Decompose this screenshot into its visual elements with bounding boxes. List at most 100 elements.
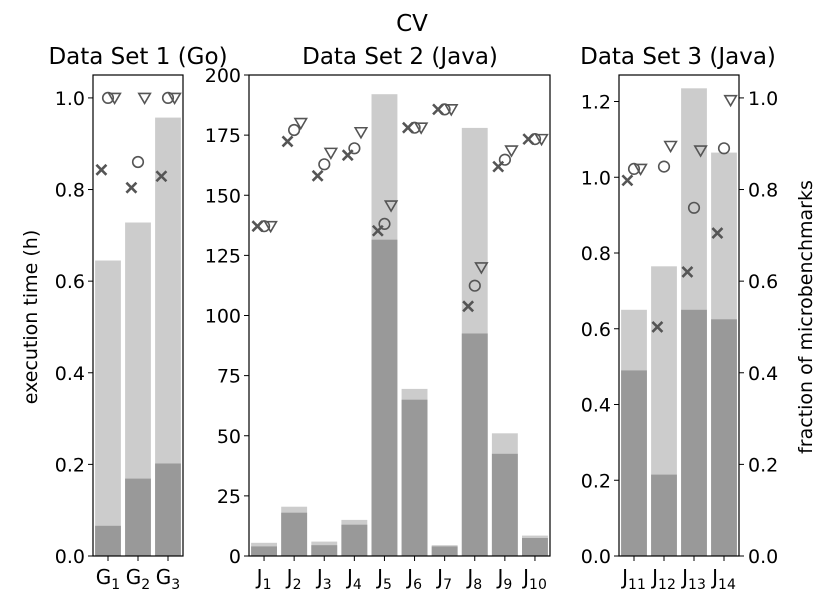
bar-dark-J2 [281, 512, 308, 556]
bar-dark-G1 [95, 525, 121, 556]
x-tick-label-J12: J12 [650, 565, 676, 593]
y-tick-label: 200 [205, 65, 241, 87]
axes-frame [248, 74, 551, 557]
marker-triangle-J6 [413, 122, 429, 135]
bar-dark-J12 [651, 474, 677, 556]
marker-triangle-J7 [444, 104, 459, 117]
marker-x-G1 [95, 163, 108, 176]
y-tick-label: 1.2 [581, 92, 611, 114]
marker-circle-G1 [101, 91, 115, 104]
marker-circle-G2 [131, 155, 145, 169]
y-tick-label: 0.2 [581, 470, 611, 492]
y-tick-label: 0.4 [55, 363, 85, 385]
marker-circle-J9 [498, 153, 512, 166]
y-tick-label: 150 [205, 185, 241, 207]
marker-circle-J2 [288, 123, 301, 137]
bar-dark-J7 [431, 546, 458, 556]
marker-circle-J13 [687, 201, 701, 214]
marker-circle-J4 [348, 142, 361, 155]
y2-tick-label: 0.0 [748, 546, 778, 568]
y-tick-label: 0.8 [581, 243, 611, 265]
marker-circle-J5 [378, 217, 391, 230]
marker-triangle-J9 [504, 145, 519, 158]
bar-dark-G3 [155, 463, 181, 556]
bar-dark-J1 [251, 546, 277, 556]
marker-triangle-J5 [383, 200, 399, 213]
marker-circle-J11 [627, 162, 641, 175]
x-tick-label-J4: J4 [345, 565, 362, 593]
y-tick-label: 175 [205, 125, 241, 147]
bar-dark-J13 [681, 309, 707, 556]
y-tick-label: 1.0 [581, 167, 611, 189]
y2-tick-label: 1.0 [748, 88, 778, 110]
marker-circle-J3 [318, 158, 331, 171]
marker-triangle-J10 [534, 133, 549, 147]
bar-dark-G2 [125, 478, 151, 556]
x-tick-label-J10: J10 [521, 565, 547, 593]
plot-area: G1 G2 G3 0.0 0.2 0.4 0.6 0.8 1.0 J1 J2 J3 J4 J5 J6 J7 J8… [55, 65, 778, 593]
y-tick-label: 0.4 [581, 395, 611, 417]
panel-2: J1 J2 J3 J4 J5 J6 J7 J8 J9 J10 0 25 50 75 100 125 150 175… [205, 65, 551, 593]
y-tick-label: 0 [229, 546, 241, 568]
marker-x-J14 [711, 227, 724, 239]
x-tick-label-J9: J9 [495, 565, 512, 593]
bar-dark-J10 [522, 538, 548, 556]
y-tick-label: 25 [217, 486, 241, 508]
marker-triangle-J2 [293, 117, 308, 131]
marker-triangle-J14 [723, 94, 738, 108]
y2-tick-label: 0.2 [748, 454, 778, 476]
y-tick-label: 100 [205, 306, 241, 328]
x-tick-label-J11: J11 [620, 565, 646, 593]
x-tick-label-J1: J1 [255, 565, 272, 593]
panel-3: J11 J12 J13 J14 0.0 0.2 0.4 0.6 0.8 1.0 1.2 0.0 0.2 0… [581, 74, 778, 593]
x-tick-label-J6: J6 [405, 565, 422, 593]
y-tick-label: 1.0 [55, 88, 85, 110]
panel-title-dataset-2: Data Set 2 (Java) [302, 44, 498, 70]
x-tick-label-J8: J8 [465, 565, 482, 593]
x-tick-label-J2: J2 [285, 565, 302, 593]
bar-dark-J14 [711, 319, 737, 556]
marker-triangle-G3 [167, 92, 182, 105]
chart-suptitle: CV [396, 11, 428, 37]
x-tick-label-G3: G3 [156, 565, 180, 593]
panel-1: G1 G2 G3 0.0 0.2 0.4 0.6 0.8 1.0 [55, 74, 184, 593]
y2-tick-label: 0.8 [748, 180, 778, 202]
marker-x-J12 [651, 321, 664, 333]
marker-triangle-J8 [474, 262, 489, 275]
y-tick-label: 75 [217, 366, 241, 388]
marker-triangle-J3 [323, 147, 339, 160]
marker-triangle-J11 [633, 163, 648, 177]
y-tick-label: 0.0 [55, 546, 85, 568]
y2-tick-label: 0.4 [748, 363, 778, 385]
bar-dark-J11 [621, 370, 647, 556]
bar-dark-J8 [461, 333, 488, 556]
marker-x-J11 [621, 174, 634, 187]
x-tick-label-J7: J7 [435, 565, 452, 593]
marker-x-J2 [281, 135, 294, 148]
y-axis-label-right: fraction of microbenchmarks [795, 180, 817, 454]
y-tick-label: 0.6 [55, 271, 85, 293]
bar-dark-J9 [491, 453, 518, 556]
x-tick-label-J14: J14 [710, 565, 736, 593]
y-tick-label: 0.6 [581, 319, 611, 341]
marker-x-J13 [681, 266, 694, 278]
marker-circle-J8 [468, 279, 481, 292]
x-tick-label-G2: G2 [126, 565, 150, 593]
y-tick-label: 50 [217, 426, 241, 448]
panel-title-dataset-3: Data Set 3 (Java) [580, 44, 776, 70]
marker-triangle-J4 [353, 126, 369, 140]
marker-x-G3 [155, 170, 168, 183]
marker-triangle-J12 [663, 140, 678, 154]
bar-dark-J5 [371, 239, 398, 556]
bar-dark-J4 [341, 524, 368, 556]
y-axis-label-left: execution time (h) [20, 230, 42, 404]
x-tick-label-J13: J13 [680, 565, 706, 593]
y2-tick-label: 0.6 [748, 271, 778, 293]
marker-circle-J10 [528, 133, 542, 146]
marker-triangle-J1 [263, 220, 278, 234]
bar-light-G1 [95, 260, 121, 556]
marker-x-J3 [311, 169, 324, 182]
axes-frame [92, 74, 184, 557]
marker-circle-J12 [657, 160, 671, 173]
